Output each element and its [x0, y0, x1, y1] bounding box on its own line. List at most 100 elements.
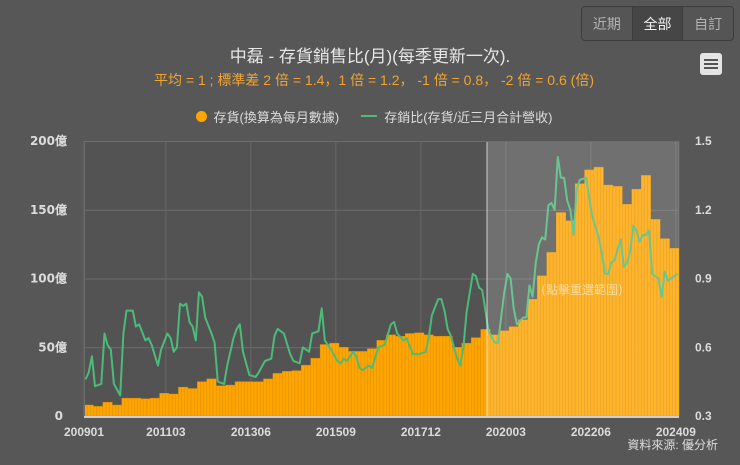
inventory-bar [420, 332, 425, 417]
inventory-bar [149, 397, 154, 417]
inventory-bar [159, 393, 163, 417]
inventory-bar [363, 351, 368, 417]
inventory-bar [291, 370, 296, 417]
legend-item-ratio[interactable]: 存銷比(存貨/近三月合計營收) [361, 107, 552, 126]
inventory-bar [294, 370, 299, 417]
range-button-all[interactable]: 全部 [632, 7, 684, 40]
inventory-bar [480, 329, 485, 417]
x-axis-label: 201103 [146, 425, 186, 439]
inventory-bar [395, 336, 400, 417]
inventory-bar [193, 388, 198, 417]
chart-title: 中磊 - 存貨銷售比(月)(每季更新一次). [229, 47, 511, 66]
inventory-bar [266, 378, 270, 417]
reset-range-hint[interactable]: (點擊重選範圍) [541, 282, 622, 297]
export-menu-button[interactable] [700, 53, 722, 75]
y-axis-left-label: 50億 [38, 339, 67, 354]
inventory-bar [452, 347, 456, 417]
inventory-bar [137, 397, 141, 417]
y-axis-right-label: 1.5 [695, 134, 712, 148]
inventory-bar [436, 336, 440, 417]
legend-label-inventory: 存貨(換算為每月數據) [213, 109, 340, 125]
inventory-bar [414, 332, 418, 417]
inventory-bar [360, 351, 365, 417]
range-button-recent[interactable]: 近期 [582, 7, 633, 40]
range-button-custom[interactable]: 自訂 [694, 15, 723, 32]
inventory-bar [386, 334, 390, 417]
x-axis-label: 201306 [231, 425, 271, 439]
selected-range-highlight[interactable] [486, 141, 679, 416]
inventory-bar [118, 404, 122, 417]
x-axis-label: 202409 [656, 425, 696, 439]
inventory-bar [206, 378, 211, 417]
inventory-bar [313, 358, 318, 417]
inventory-bar [162, 393, 167, 417]
inventory-bar [445, 336, 450, 417]
inventory-bar [115, 404, 119, 417]
inventory-bar [471, 337, 475, 417]
inventory-bar [93, 406, 97, 417]
inventory-bar [219, 385, 223, 417]
inventory-bar [379, 340, 384, 417]
inventory-bar [464, 342, 469, 417]
inventory-bar [247, 381, 252, 417]
inventory-bar [86, 404, 91, 417]
inventory-bar [228, 384, 233, 417]
inventory-bar [319, 344, 324, 417]
inventory-bar [417, 332, 422, 417]
inventory-bar [439, 336, 444, 417]
inventory-bar [351, 351, 355, 417]
inventory-bar [301, 364, 305, 417]
inventory-bar [310, 358, 315, 417]
inventory-bar [146, 398, 151, 417]
chart-subtitle: 平均 = 1 ; 標準差 2 倍 = 1.4，1 倍 = 1.2， -1 倍 =… [154, 72, 594, 88]
circle-marker-icon [195, 110, 207, 122]
inventory-bar [389, 334, 393, 417]
x-axis-label: 202206 [571, 425, 611, 439]
inventory-bar [404, 333, 409, 417]
inventory-bar [474, 337, 478, 417]
inventory-bar [181, 386, 185, 417]
inventory-bar [338, 347, 343, 417]
inventory-bar [326, 344, 330, 417]
inventory-bar [285, 371, 289, 417]
inventory-bar [90, 404, 94, 417]
inventory-bar [430, 334, 434, 417]
inventory-bar [392, 334, 396, 417]
inventory-bar [156, 397, 160, 417]
inventory-bar [187, 388, 192, 417]
inventory-bar [184, 386, 189, 417]
inventory-bar [477, 337, 481, 417]
inventory-bar [411, 333, 415, 417]
inventory-bar [131, 397, 135, 417]
inventory-bar [253, 381, 258, 417]
inventory-bar [203, 381, 207, 417]
inventory-bar [134, 397, 138, 417]
inventory-bar [335, 342, 340, 417]
y-axis-left-label: 0 [55, 409, 63, 423]
inventory-bar [278, 373, 283, 417]
y-axis-left-label: 100億 [30, 271, 67, 286]
inventory-bar [108, 402, 113, 417]
inventory-bar [105, 402, 110, 417]
x-axis-label: 201509 [316, 425, 356, 439]
inventory-bar [448, 336, 453, 417]
x-axis-label: 200901 [64, 425, 104, 439]
inventory-bar [370, 348, 374, 417]
y-axis-left-label: 200億 [30, 133, 67, 148]
inventory-bar [153, 397, 157, 417]
inventory-bar [112, 404, 116, 417]
credits: 資料來源: 優分析 [627, 438, 718, 452]
legend-item-inventory[interactable]: 存貨(換算為每月數據) [195, 107, 340, 126]
inventory-bar [244, 381, 248, 417]
inventory-bar [143, 398, 148, 417]
inventory-bar [260, 381, 264, 417]
inventory-bar [231, 384, 236, 417]
inventory-bar [367, 348, 371, 417]
inventory-bar [307, 364, 311, 417]
y-axis-right-label: 0.6 [695, 340, 712, 354]
inventory-bar [442, 336, 447, 417]
x-axis-label: 202003 [486, 425, 526, 439]
inventory-bar [401, 336, 406, 417]
inventory-bar [316, 358, 321, 417]
